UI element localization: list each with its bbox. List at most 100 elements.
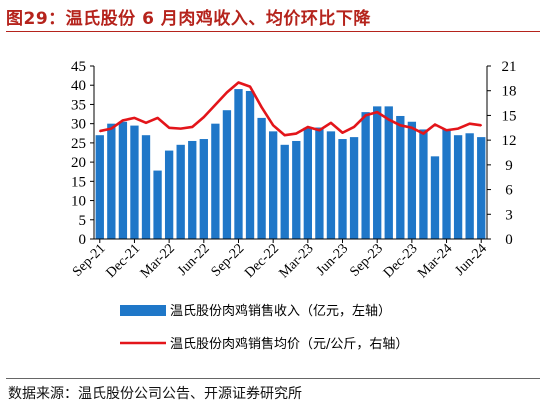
x-tick-label: Jun-22 [175,241,213,279]
line-point [226,91,228,94]
x-tick-label: Dec-22 [242,241,282,281]
line-point [445,129,448,132]
x-tick-label: Jun-23 [314,241,352,279]
line-point [249,85,251,88]
line-point [468,122,471,125]
bar [442,129,451,239]
right-tick-label: 6 [505,183,513,199]
bar [303,127,312,239]
bar [430,156,440,239]
source-note: 数据来源：温氏股份公司公告、开源证券研究所 [8,386,302,402]
left-tick-label: 30 [71,117,86,133]
line-point [307,126,309,128]
line-series [98,81,483,137]
source-rule [6,378,540,379]
line-point [411,126,413,129]
line-point [341,131,344,134]
bar [245,90,255,240]
bar [95,135,104,239]
left-tick-label: 25 [71,136,86,152]
bar-series [95,89,486,240]
bar [465,133,474,239]
bar [222,110,232,240]
bar [280,144,289,239]
x-tick-label: Dec-21 [104,241,144,281]
x-tick-label: Mar-24 [415,241,455,281]
bar [326,131,336,239]
bar [349,137,359,239]
right-tick-label: 18 [502,84,517,100]
left-tick-label: 20 [71,155,86,171]
x-tick-label: Dec-23 [381,241,421,281]
line-point [214,103,217,106]
line-point [133,117,136,119]
line-point [283,134,286,136]
x-tick-label: Sep-22 [209,241,248,280]
bar [453,135,463,239]
line-point [260,106,263,108]
right-tick-label: 3 [505,207,513,223]
bar [315,127,324,239]
line-point [457,127,459,130]
line-point [168,126,170,129]
bar [477,137,486,239]
line-point [145,122,147,124]
line-point [330,122,332,124]
right-tick-label: 12 [502,133,517,149]
bar [188,140,197,239]
left-tick-label: 10 [71,194,86,210]
legend: 温氏股份肉鸡销售收入（亿元，左轴） 温氏股份肉鸡销售均价（元/公斤，右轴） [120,303,408,352]
title-rule [6,31,540,32]
line-point [122,119,124,122]
x-tick-label: Sep-23 [347,241,386,280]
bar [130,125,139,239]
line-point [110,127,113,130]
bar [234,89,243,239]
left-tick-label: 15 [71,174,86,190]
left-tick-label: 45 [71,59,86,75]
line-point [364,114,367,117]
bar [338,139,347,239]
legend-bar-label: 温氏股份肉鸡销售收入（亿元，左轴） [170,303,391,319]
line-point [295,132,298,135]
line-point [156,117,159,119]
bar [211,123,220,239]
line-point [434,123,436,126]
line-point [191,126,194,128]
line-point [376,111,378,113]
line-point [480,124,483,127]
line-point [98,130,101,132]
bar [199,139,208,239]
right-tick-label: 9 [505,158,513,174]
right-tick-label: 15 [502,108,517,124]
line-point [422,132,425,135]
right-tick-label: 21 [502,59,517,75]
line-point [353,126,355,128]
x-tick-label: Mar-22 [138,241,178,281]
line-point [272,124,274,127]
x-tick-label: Sep-21 [70,241,109,280]
line-point [179,127,182,130]
bar [269,131,278,239]
x-tick-label: Jun-24 [452,241,490,279]
legend-line-label: 温氏股份肉鸡销售均价（元/公斤，右轴） [170,336,408,352]
line-point [318,129,321,132]
bar [292,140,301,239]
line-point [203,116,205,118]
left-tick-label: 40 [71,78,86,94]
bar [164,150,174,239]
bar [257,117,266,239]
chart-title: 图29：温氏股份 6 月肉鸡收入、均价环比下降 [6,9,371,29]
bar [118,121,128,239]
left-tick-label: 5 [79,213,87,229]
line-point [387,118,390,121]
line-point [237,81,240,84]
bar [176,144,185,239]
bar [384,106,393,240]
bar [407,121,417,239]
bar [153,170,162,239]
right-tick-label: 0 [505,232,513,248]
x-tick-label: Mar-23 [277,241,317,281]
bar [361,112,370,239]
